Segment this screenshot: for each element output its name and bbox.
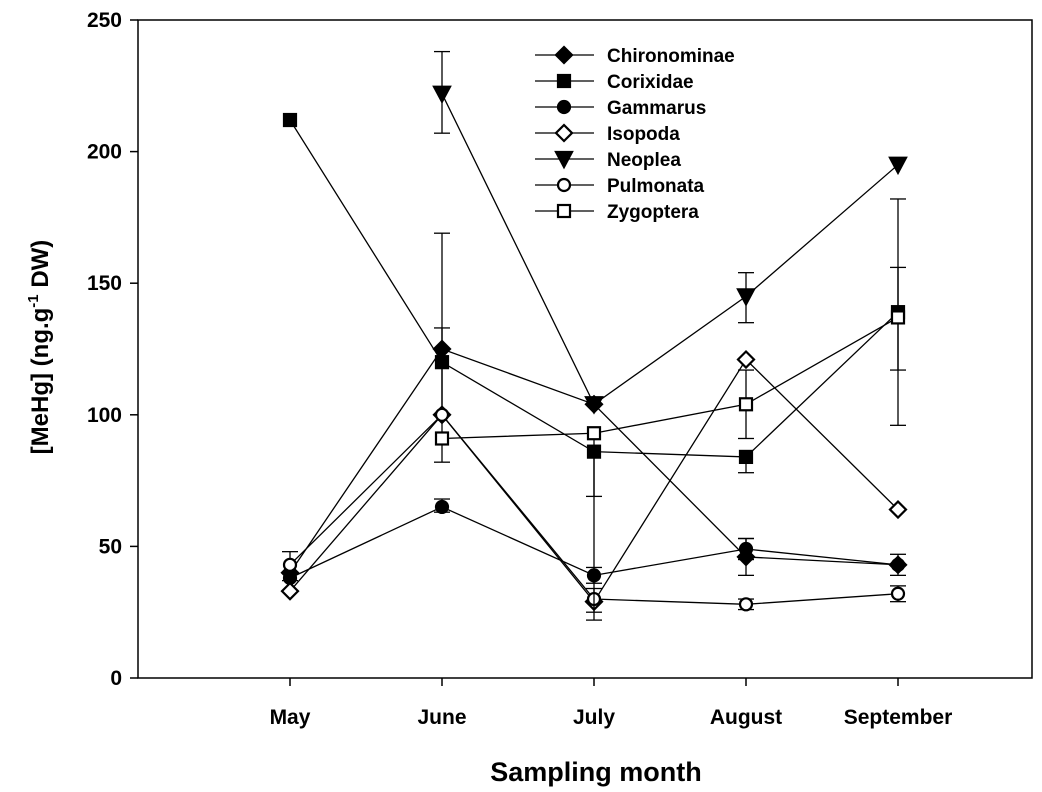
y-axis: 0 50 100 150 200 250 [87, 9, 138, 690]
series-line [441, 316, 899, 440]
data-point [738, 541, 754, 557]
series-layer [280, 50, 908, 621]
legend-marker [554, 123, 574, 143]
x-tick-label: July [573, 706, 615, 729]
legend-marker [556, 203, 572, 219]
data-point [434, 407, 450, 422]
series-neoplea [432, 50, 908, 415]
x-tick-label: September [844, 706, 953, 729]
series-zygoptera [434, 266, 906, 621]
legend-item: Gammarus [535, 98, 706, 119]
data-point [738, 397, 754, 412]
x-axis-title: Sampling month [490, 757, 702, 787]
data-point [432, 85, 452, 105]
plot-frame [137, 19, 1033, 679]
data-point [890, 310, 906, 325]
legend-item: Zygoptera [535, 202, 699, 223]
legend-label: Zygoptera [607, 202, 699, 223]
legend-label: Isopoda [607, 124, 680, 145]
data-point [584, 396, 604, 415]
data-point [738, 449, 754, 465]
legend-label: Corixidae [607, 72, 694, 93]
data-point [738, 597, 754, 612]
legend-label: Gammarus [607, 98, 706, 119]
data-point [736, 349, 756, 370]
legend-marker [554, 150, 574, 170]
y-axis-title: [MeHg] (ng.g-1 DW) [25, 240, 54, 455]
y-tick-label: 0 [110, 667, 122, 690]
data-point [282, 557, 298, 572]
legend-label: Chironominae [607, 46, 735, 67]
series-gammarus [282, 498, 906, 586]
legend-label: Pulmonata [607, 176, 705, 197]
data-point [736, 288, 756, 307]
data-point [888, 499, 908, 520]
legend-item: Isopoda [535, 123, 680, 145]
legend-marker [556, 99, 572, 115]
legend-label: Neoplea [607, 150, 681, 171]
plot-area [137, 19, 1033, 679]
data-point [890, 557, 906, 572]
data-point [434, 431, 450, 446]
data-point [282, 112, 298, 128]
data-point [434, 499, 450, 515]
legend-marker [554, 45, 574, 65]
data-point [888, 156, 908, 176]
data-point [280, 581, 300, 601]
data-point [586, 426, 602, 441]
legend: Chironominae Corixidae Gammarus Isopoda Neop… [535, 45, 735, 223]
series-line [441, 93, 899, 406]
legend-item: Corixidae [535, 72, 694, 93]
legend-item: Chironominae [535, 45, 735, 67]
legend-item: Neoplea [535, 150, 681, 171]
y-tick-label: 150 [87, 272, 122, 295]
data-point [890, 586, 906, 601]
legend-item: Pulmonata [535, 176, 705, 197]
y-tick-label: 50 [99, 535, 122, 558]
y-tick-label: 250 [87, 9, 122, 32]
x-tick-label: August [710, 706, 782, 729]
y-tick-label: 200 [87, 141, 122, 164]
x-tick-label: June [417, 706, 466, 729]
legend-marker [556, 73, 572, 89]
x-axis: May June July August September [270, 678, 953, 729]
x-tick-label: May [270, 706, 311, 729]
y-tick-label: 100 [87, 404, 122, 427]
legend-marker [556, 177, 572, 193]
